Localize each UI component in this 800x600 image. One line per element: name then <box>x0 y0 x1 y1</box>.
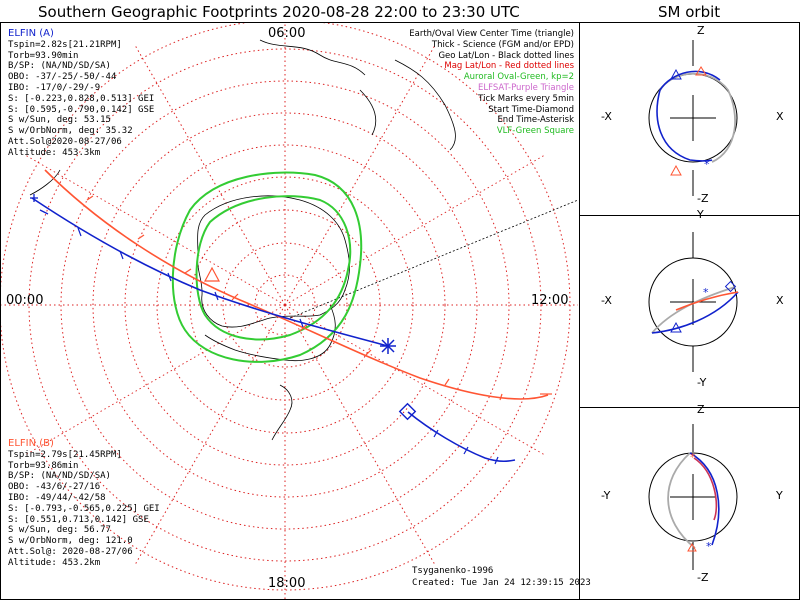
hour-label-bottom: 18:00 <box>268 576 306 591</box>
mag-lon-spoke <box>284 44 436 306</box>
created-label: Created: Tue Jan 24 12:39:15 2023 <box>412 578 591 588</box>
mag-lon-lines <box>1 23 578 599</box>
sm-axis-label-left: -Y <box>601 489 611 502</box>
elfin-a-info-line: B/SP: (NA/ND/SD/SA) <box>8 61 111 72</box>
elfin-a-track <box>31 197 389 347</box>
mag-lon-spoke <box>284 154 546 306</box>
elfin-b-track <box>44 169 549 400</box>
mag-lon-spoke <box>284 304 546 456</box>
sm-axis-label-top: Y <box>697 208 704 221</box>
sm-axis-label-right: Y <box>776 489 783 502</box>
elfin-b-info-line: Att.Sol@: 2020-08-27/06 <box>8 546 133 557</box>
elfin-a-ticks <box>77 227 304 328</box>
elfin-a-info-line: S w/Sun, deg: 53.15 <box>8 115 111 126</box>
mag-lon-spoke <box>134 44 286 306</box>
legend-item: Earth/Oval View Center Time (triangle) <box>409 29 574 39</box>
elfin-b-info-line: B/SP: (NA/ND/SD/SA) <box>8 471 111 482</box>
legend-item: Tick Marks every 5min <box>478 93 574 104</box>
elfin-b-info-line: S w/Sun, deg: 56.77 <box>8 525 111 536</box>
svg-text:*: * <box>703 286 709 299</box>
sm-axis-label-bottom: -Y <box>697 376 707 389</box>
elfin-b-ticks <box>86 195 503 401</box>
hour-label-top: 06:00 <box>268 26 306 41</box>
elfin-a-info-line: Torb=93.90min <box>8 50 79 61</box>
sm-orbit-xy: * <box>648 232 739 372</box>
model-label: Tsyganenko-1996 <box>412 566 494 576</box>
legend-item: End Time-Asterisk <box>497 115 574 126</box>
legend: Earth/Oval View Center Time (triangle) Th… <box>409 29 574 137</box>
elfin-a-track-2 <box>407 411 516 463</box>
coastlines <box>29 39 456 441</box>
sm-orbit-xz: * <box>648 40 738 196</box>
elfin-a-info-line: OBO: -37/-25/-50/-44 <box>8 72 117 83</box>
legend-item: Geo Lat/Lon - Black dotted lines <box>438 50 574 61</box>
hour-label-right: 12:00 <box>531 293 569 308</box>
elfin-b-info-line: Torb=93.86min <box>8 460 79 471</box>
elfin-b-center-triangle <box>203 266 221 282</box>
polar-map-layer <box>1 23 578 599</box>
elfin-a-ticks-2 <box>433 429 499 465</box>
legend-item: Thick - Science (FGM and/or EPD) <box>431 39 574 50</box>
sm-orbit-yz: * * <box>648 424 738 570</box>
elfin-a-header: ELFIN (A) <box>8 28 54 39</box>
svg-text:*: * <box>706 540 712 553</box>
elfin-a-info-line: S: [-0.223,0.828,0.513] GEI <box>8 93 155 104</box>
sm-axis-label-top: Z <box>697 403 705 416</box>
mag-lon-spoke <box>24 154 286 306</box>
elfin-a-info-line: Altitude: 453.3km <box>8 147 101 158</box>
elfin-b-info-line: IBO: -49/44/-42/58 <box>8 492 106 503</box>
elfin-b-info: ELFIN (B) Tspin=2.79s[21.45RPM] Torb=93.8… <box>8 438 160 569</box>
legend-item: Auroral Oval-Green, kp=2 <box>463 72 574 83</box>
sm-axis-label-left: -X <box>601 110 612 123</box>
sm-axis-label-top: Z <box>697 24 705 37</box>
elfin-b-info-line: S: [0.551,0.713,0.142] GSE <box>8 514 149 525</box>
elfin-a-start-marker <box>30 194 49 215</box>
sm-axis-label-bottom: -Z <box>697 192 709 205</box>
sm-axis-label-left: -X <box>601 294 612 307</box>
legend-item: Start Time-Diamond <box>488 104 574 115</box>
sm-orbit-title: SM orbit <box>658 3 721 21</box>
sm-axis-label-right: X <box>776 294 784 307</box>
mag-lon-spoke <box>134 304 286 566</box>
legend-item: ELFSAT-Purple Triangle <box>478 82 574 93</box>
elfin-b-header: ELFIN (B) <box>8 438 54 449</box>
elfin-a-info-line: Tspin=2.82s[21.21RPM] <box>8 39 122 50</box>
elfin-a-info-line: Att.Sol@2020-08-27/06 <box>8 136 122 147</box>
elfin-a-info-line: S: [0.595,-0.790,0.142] GSE <box>8 104 155 115</box>
auroral-oval-outer <box>171 171 363 363</box>
auroral-oval-inner <box>195 195 352 341</box>
mag-lon-spoke <box>284 304 436 566</box>
mag-lon-spoke <box>24 304 286 456</box>
sm-axis-label-bottom: -Z <box>697 571 709 584</box>
elfin-b-info-line: Altitude: 453.2km <box>8 557 101 568</box>
elfin-a-info-line: IBO: -17/0/-29/-9 <box>8 82 101 93</box>
elfin-a-info: ELFIN (A) Tspin=2.82s[21.21RPM] Torb=93.9… <box>8 28 155 159</box>
hour-label-left: 00:00 <box>6 293 44 308</box>
sm-axis-label-right: X <box>776 110 784 123</box>
elfin-a-end-asterisk <box>380 338 396 354</box>
elfin-a-start-diamond <box>398 402 417 421</box>
elfin-b-info-line: OBO: -43/6/-27/16 <box>8 482 101 493</box>
elfin-b-info-line: S: [-0.793,-0.565,0.225] GEI <box>8 503 160 514</box>
legend-item: VLF-Green Square <box>496 126 574 137</box>
elfin-a-info-line: S w/OrbNorm, deg: 35.32 <box>8 126 133 137</box>
legend-item: Mag Lat/Lon - Red dotted lines <box>444 61 574 72</box>
elfin-b-info-line: S w/OrbNorm, deg: 121.0 <box>8 536 133 547</box>
elfin-b-info-line: Tspin=2.79s[21.45RPM] <box>8 449 122 460</box>
svg-text:*: * <box>690 451 696 464</box>
svg-text:*: * <box>704 158 710 171</box>
page-title: Southern Geographic Footprints 2020-08-2… <box>38 3 520 21</box>
